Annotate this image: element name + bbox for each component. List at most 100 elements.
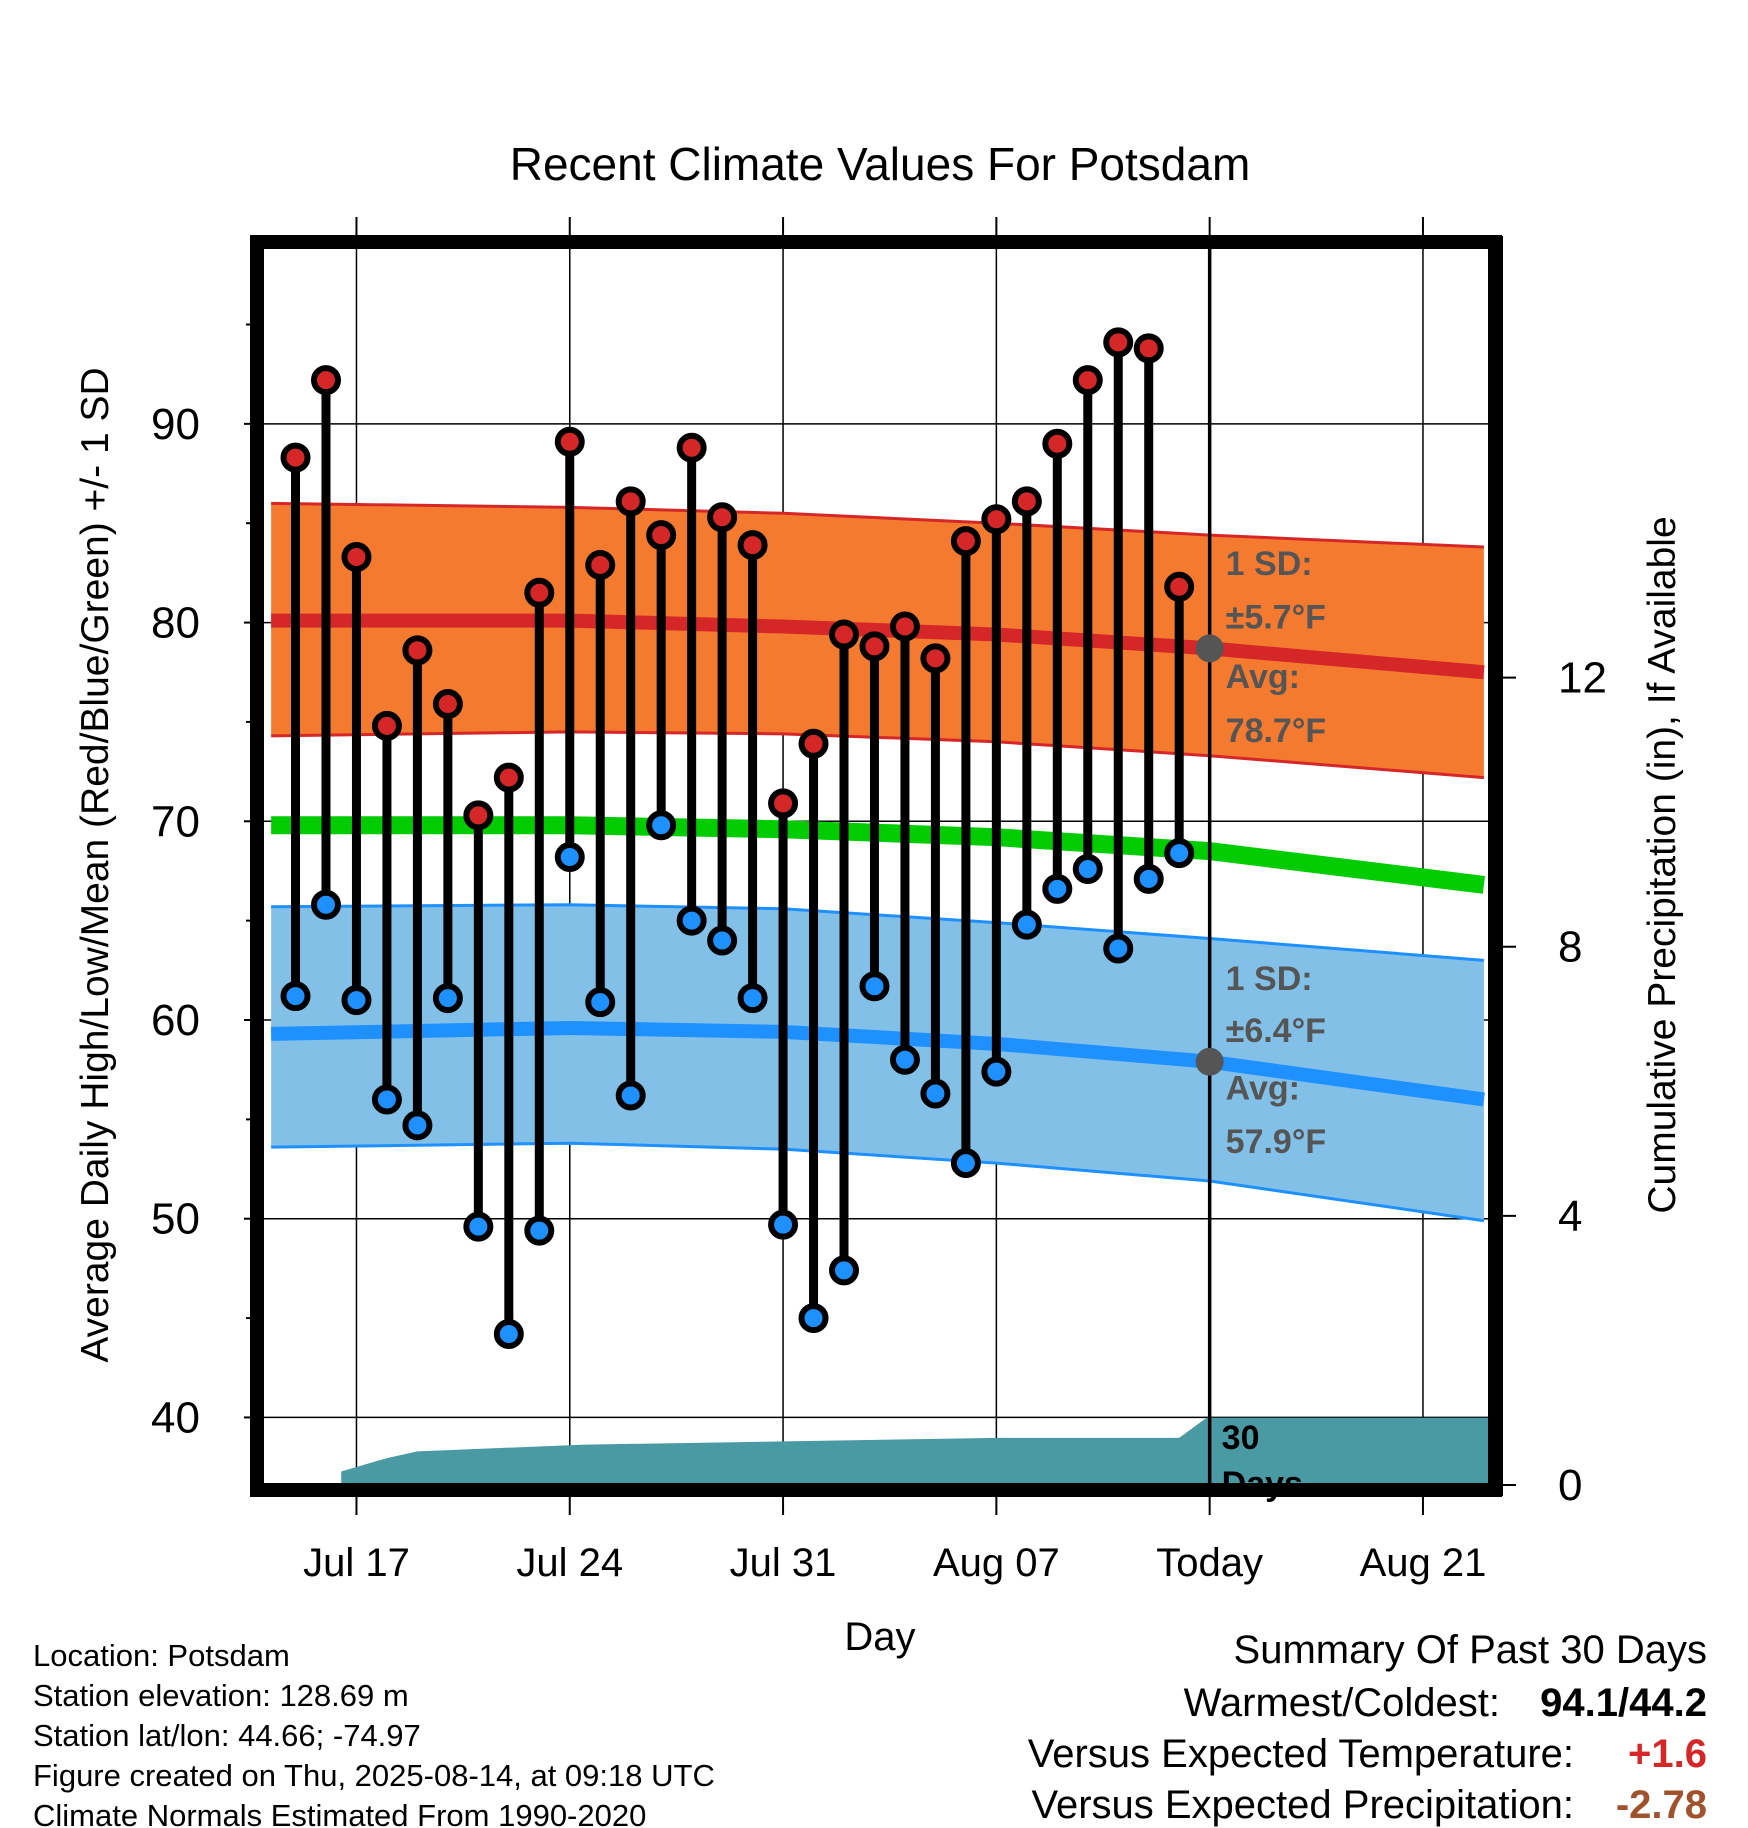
daily-high-point	[737, 530, 768, 561]
daily-high-point	[1042, 428, 1073, 459]
y-axis-label: Average Daily High/Low/Mean (Red/Blue/Gr…	[74, 367, 117, 1362]
daily-high-point	[585, 549, 616, 580]
daily-high-point	[432, 689, 463, 720]
summary-warm-cold-label: Warmest/Coldest:	[1184, 1681, 1500, 1725]
low-avg-label: Avg:	[1226, 1069, 1300, 1107]
low-sd-band	[271, 904, 1484, 1221]
daily-high-point	[1011, 486, 1042, 517]
daily-low-point	[920, 1078, 951, 1109]
x-tick-label: Jul 17	[303, 1541, 410, 1585]
daily-high-point	[920, 643, 951, 674]
high-avg-value: 78.7°F	[1226, 712, 1327, 750]
daily-low-point	[1011, 909, 1042, 940]
daily-low-point	[1072, 853, 1103, 884]
low-sd-value: ±6.4°F	[1226, 1012, 1326, 1050]
daily-high-point	[524, 577, 555, 608]
daily-low-point	[341, 985, 372, 1016]
low-avg-value: 57.9°F	[1226, 1123, 1327, 1161]
daily-high-point	[493, 762, 524, 793]
daily-low-point	[859, 971, 890, 1002]
y-tick-label: 40	[151, 1393, 200, 1442]
daily-low-point	[798, 1303, 829, 1334]
precipitation-area	[341, 1417, 1490, 1485]
daily-low-point	[615, 1080, 646, 1111]
daily-high-point	[463, 800, 494, 831]
daily-high-point	[371, 710, 402, 741]
daily-high-point	[981, 504, 1012, 535]
y2-tick-label: 12	[1558, 654, 1607, 703]
high-sd-value: ±5.7°F	[1226, 599, 1326, 637]
y-tick-label: 70	[151, 797, 200, 846]
y2-tick-label: 4	[1558, 1192, 1582, 1241]
summary-precip-value: -2.78	[1616, 1783, 1707, 1827]
daily-low-point	[585, 987, 616, 1018]
daily-high-point	[310, 365, 341, 396]
daily-low-point	[829, 1255, 860, 1286]
daily-low-point	[768, 1209, 799, 1240]
daily-low-point	[463, 1211, 494, 1242]
daily-low-point	[1164, 838, 1195, 869]
daily-low-point	[371, 1084, 402, 1115]
summary-warm-cold-value: 94.1/44.2	[1540, 1681, 1707, 1725]
daily-low-point	[981, 1056, 1012, 1087]
daily-high-point	[615, 486, 646, 517]
summary-title: Summary Of Past 30 Days	[1234, 1628, 1707, 1672]
y-tick-label: 90	[151, 400, 200, 449]
daily-low-point	[889, 1044, 920, 1075]
daily-high-point	[768, 788, 799, 819]
high-sd-label: 1 SD:	[1226, 545, 1313, 583]
daily-high-point	[1072, 365, 1103, 396]
summary-temp-value: +1.6	[1628, 1732, 1707, 1776]
plot-content	[262, 247, 1490, 1485]
daily-low-point	[1133, 863, 1164, 894]
summary-precip-label: Versus Expected Precipitation:	[1031, 1783, 1574, 1827]
daily-high-point	[950, 526, 981, 557]
today-low-avg-marker	[1195, 1047, 1224, 1076]
y-tick-label: 50	[151, 1195, 200, 1244]
normal-mean-line	[271, 816, 1486, 894]
daily-low-point	[646, 810, 677, 841]
daily-high-point	[1164, 571, 1195, 602]
info-created: Figure created on Thu, 2025-08-14, at 09…	[33, 1758, 715, 1793]
daily-low-point	[402, 1110, 433, 1141]
daily-low-point	[707, 925, 738, 956]
high-sd-upper-line	[271, 501, 1484, 549]
normal-low-line	[271, 1020, 1485, 1107]
daily-high-point	[889, 611, 920, 642]
high-avg-label: Avg:	[1226, 658, 1300, 696]
daily-low-point	[310, 889, 341, 920]
daily-high-point	[676, 432, 707, 463]
y2-tick-label: 8	[1558, 923, 1582, 972]
daily-low-point	[554, 842, 585, 873]
x-axis-label: Day	[844, 1615, 915, 1659]
high-sd-lower-line	[271, 730, 1485, 780]
x-tick-label: Aug 21	[1360, 1541, 1487, 1585]
y2-axis-label: Cumulative Precipitation (in), If Availa…	[1641, 516, 1684, 1213]
daily-low-point	[676, 905, 707, 936]
summary-temp-label: Versus Expected Temperature:	[1028, 1732, 1574, 1776]
daily-low-point	[432, 983, 463, 1014]
low-sd-upper-line	[271, 903, 1485, 962]
today-high-avg-marker	[1195, 634, 1224, 663]
daily-low-point	[737, 983, 768, 1014]
info-elevation: Station elevation: 128.69 m	[33, 1678, 409, 1713]
x-tick-label: Jul 24	[516, 1541, 623, 1585]
x-tick-label: Aug 07	[933, 1541, 1060, 1585]
daily-low-point	[280, 981, 311, 1012]
daily-high-point	[859, 631, 890, 662]
daily-high-point	[646, 520, 677, 551]
daily-high-point	[798, 728, 829, 759]
daily-high-point	[829, 619, 860, 650]
info-normals: Climate Normals Estimated From 1990-2020	[33, 1798, 646, 1828]
daily-low-point	[1042, 873, 1073, 904]
info-latlon: Station lat/lon: 44.66; -74.97	[33, 1718, 421, 1753]
daily-low-point	[1103, 933, 1134, 964]
chart-title: Recent Climate Values For Potsdam	[510, 138, 1251, 190]
x-tick-label: Jul 31	[730, 1541, 837, 1585]
window-label-30: 30	[1222, 1419, 1260, 1457]
daily-high-point	[402, 635, 433, 666]
y-tick-label: 60	[151, 996, 200, 1045]
daily-high-point	[280, 442, 311, 473]
info-location: Location: Potsdam	[33, 1638, 290, 1673]
